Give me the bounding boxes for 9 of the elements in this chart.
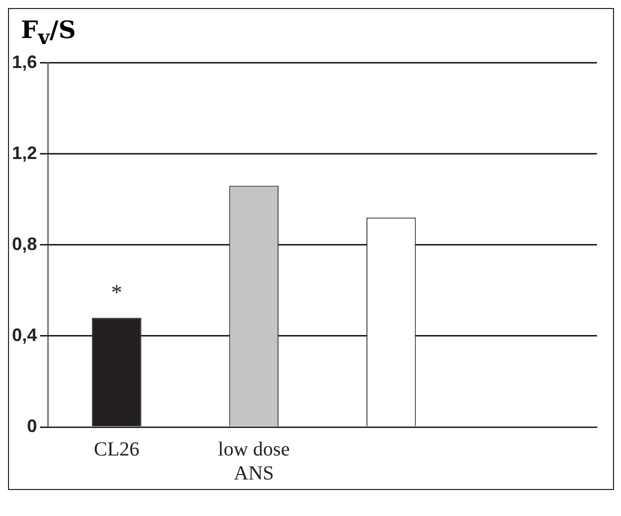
y-tick-label: 0,4: [12, 324, 38, 345]
y-tick-label: 0: [27, 416, 38, 436]
annotation: *: [111, 279, 122, 304]
x-tick-label: CL26: [94, 438, 140, 460]
y-axis-title: F$_{v}$/S: [20, 14, 77, 49]
y-tick-label: 1,2: [12, 142, 38, 163]
y-tick-label: 1,6: [12, 52, 38, 72]
y-tick-label: 0,8: [12, 234, 38, 254]
x-tick-label: low dose ANS: [218, 438, 290, 484]
